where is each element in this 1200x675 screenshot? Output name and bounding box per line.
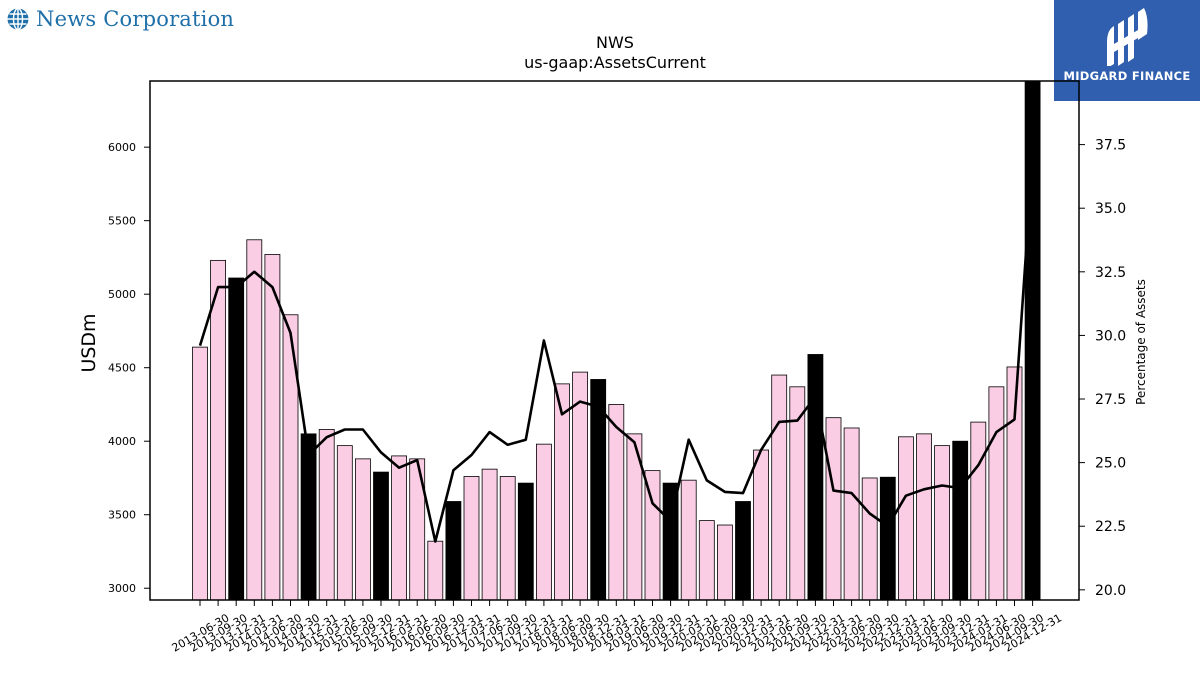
bar [192, 346, 208, 601]
midgard-mark-icon [1107, 8, 1148, 66]
y-tick-label: 5000 [108, 288, 136, 301]
plot-area: 3000 3500 4000 4500 5000 5500 6000 20.0 22.5 25.0… [108, 80, 1126, 655]
bar [934, 445, 950, 601]
y2-tick-label: 30.0 [1095, 328, 1126, 344]
bar [771, 374, 788, 601]
bar [336, 445, 353, 601]
bar [861, 477, 878, 601]
bar [807, 354, 824, 601]
y2-tick-label: 32.5 [1095, 265, 1126, 281]
bar [717, 524, 733, 601]
company-logo: News Corporation [6, 5, 234, 33]
bar [282, 314, 299, 601]
y2-tick-label: 37.5 [1095, 138, 1126, 154]
company-name: News Corporation [36, 7, 235, 31]
y2-axis-label: Percentage of Assets [1134, 279, 1148, 405]
y2-tick-label: 27.5 [1095, 392, 1126, 408]
bar [373, 471, 389, 601]
bar [680, 479, 697, 601]
bar [481, 468, 498, 601]
bar [246, 239, 263, 601]
bar [264, 254, 281, 601]
chart-subtitle: us-gaap:AssetsCurrent [524, 53, 706, 72]
percentage-line [198, 157, 1034, 543]
y-tick-label: 3000 [108, 582, 136, 595]
bar [843, 427, 860, 601]
bar [210, 259, 227, 601]
bar [427, 540, 444, 601]
bar [318, 429, 335, 601]
bar [916, 433, 932, 601]
bar [391, 455, 408, 601]
bar [228, 277, 245, 601]
bar [300, 433, 317, 601]
bar [735, 501, 751, 601]
bar [554, 383, 570, 601]
bar [463, 476, 480, 601]
sponsor-name: MIDGARD FINANCE [1063, 69, 1191, 83]
bar [898, 436, 914, 601]
bar [608, 404, 625, 601]
y2-tick-label: 20.0 [1095, 583, 1126, 599]
bar [825, 417, 842, 601]
bar [445, 501, 462, 601]
sponsor-logo: MIDGARD FINANCE [1054, 0, 1200, 101]
y2-tick-label: 25.0 [1095, 456, 1126, 472]
y-tick-label: 4000 [108, 435, 136, 448]
bar [879, 476, 896, 601]
bar [499, 476, 516, 601]
plot-frame [149, 80, 1080, 601]
y-tick-label: 6000 [108, 141, 136, 154]
y2-tick-label: 35.0 [1095, 201, 1126, 217]
bar [988, 386, 1005, 601]
y-tick-label: 4500 [108, 362, 136, 375]
y-axis-label: USDm [78, 313, 100, 372]
bar [698, 520, 715, 601]
bar [354, 458, 371, 601]
bar [517, 482, 534, 601]
y-tick-label: 5500 [108, 215, 136, 228]
bar [753, 449, 769, 601]
chart-title: NWS [596, 33, 634, 52]
bar [970, 421, 987, 601]
y2-tick-label: 22.5 [1095, 519, 1126, 535]
y-tick-label: 3500 [108, 509, 136, 522]
bar [536, 443, 552, 601]
globe-icon [7, 7, 29, 31]
bar [952, 440, 969, 601]
